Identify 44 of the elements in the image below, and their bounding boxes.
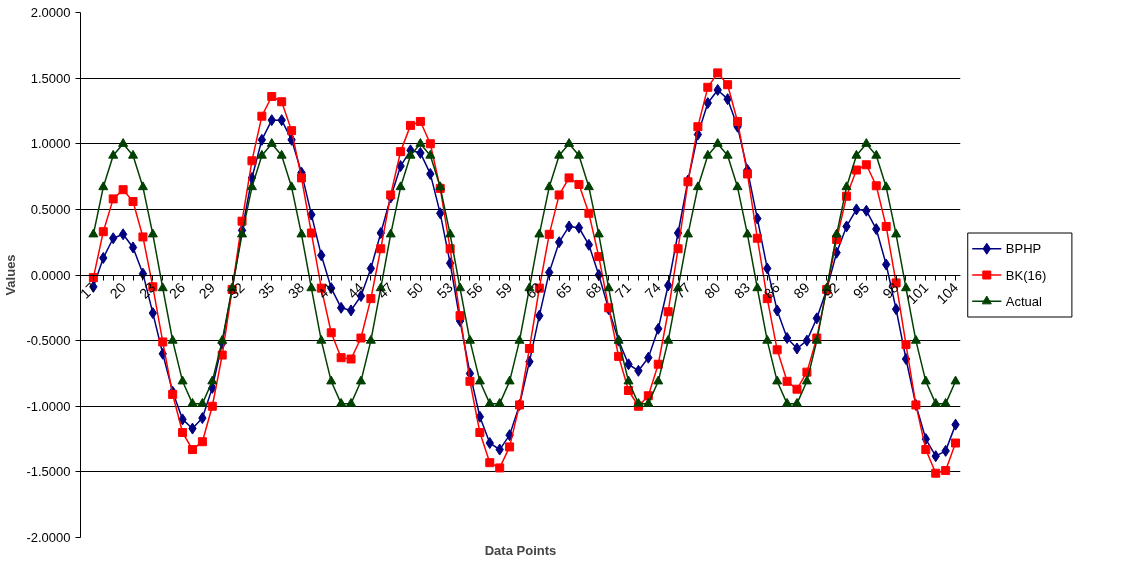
x-tick-label: 26 <box>165 279 189 302</box>
x-tick-label: 77 <box>671 279 694 302</box>
x-tick-label: 50 <box>403 279 427 302</box>
y-tick-label: -1.5000 <box>26 464 71 480</box>
x-tick-label: 98 <box>879 279 902 302</box>
x-tick-label: 92 <box>819 279 843 302</box>
x-tick-label: 89 <box>790 279 813 302</box>
x-tick-label: 44 <box>344 279 367 302</box>
x-tick-label: 23 <box>136 279 159 302</box>
y-tick-label: -1.0000 <box>26 398 71 414</box>
x-tick-label: 68 <box>582 279 605 302</box>
x-tick-label: 59 <box>492 279 516 302</box>
x-tick-label: 56 <box>463 279 486 302</box>
x-tick-label: 65 <box>552 279 575 302</box>
x-axis-title: Data Points <box>484 542 557 558</box>
x-tick-label: 35 <box>255 279 278 302</box>
x-tick-label: 20 <box>106 279 129 302</box>
x-tick-label: 95 <box>849 279 873 302</box>
x-tick-label: 62 <box>522 279 546 302</box>
x-tick-label: 17 <box>76 279 100 302</box>
legend-label: Actual <box>1005 293 1043 309</box>
x-tick-label: 38 <box>284 279 308 302</box>
x-tick-label: 32 <box>225 279 248 302</box>
y-tick-label: 0.0000 <box>30 267 71 283</box>
x-tick-label: 104 <box>933 279 962 308</box>
x-tick-label: 41 <box>314 279 338 302</box>
x-tick-label: 29 <box>195 279 219 302</box>
legend-label: BPHP <box>1005 241 1042 257</box>
x-tick-label: 101 <box>903 279 932 308</box>
x-tick-label: 53 <box>433 279 456 302</box>
y-axis-title: Values <box>3 254 19 296</box>
x-tick-label: 47 <box>374 279 397 302</box>
x-tick-label: 80 <box>701 279 724 302</box>
y-tick-label: 1.0000 <box>30 136 71 152</box>
legend-label: BK(16) <box>1005 267 1047 283</box>
y-tick-label: -0.5000 <box>26 333 71 349</box>
y-tick-label: -2.0000 <box>26 530 71 545</box>
x-tick-label: 74 <box>641 279 665 302</box>
y-tick-label: 2.0000 <box>30 5 71 20</box>
y-tick-label: 1.5000 <box>30 70 71 86</box>
x-tick-label: 71 <box>611 279 635 302</box>
x-tick-label: 83 <box>730 279 754 302</box>
x-tick-label: 86 <box>760 279 783 302</box>
y-tick-label: 0.5000 <box>30 201 71 217</box>
